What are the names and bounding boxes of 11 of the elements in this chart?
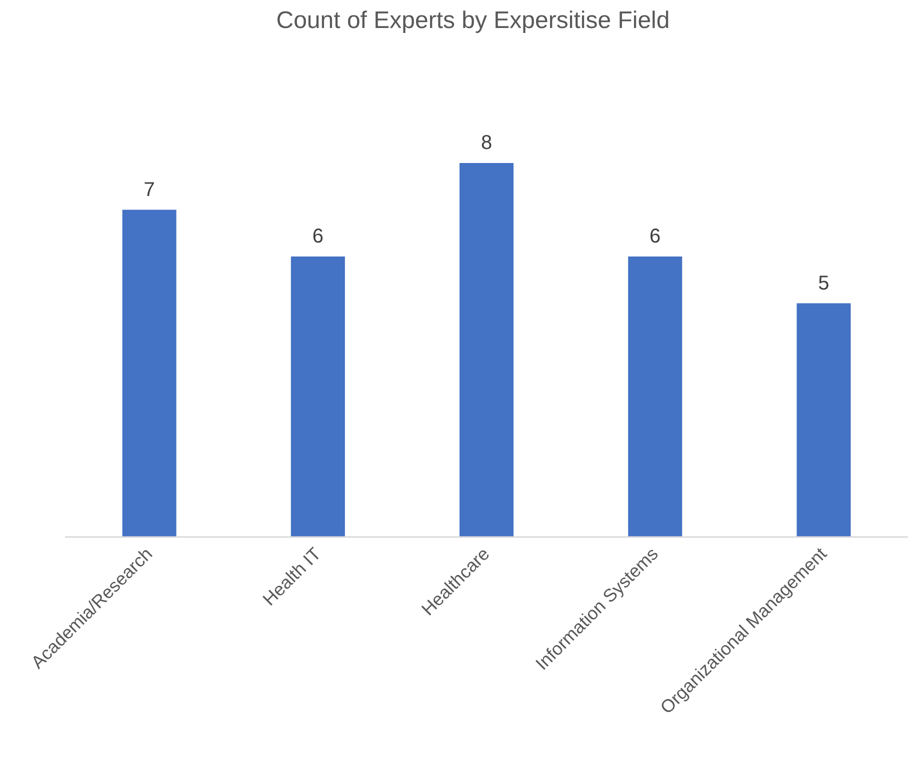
chart-title: Count of Experts by Expersitise Field (275, 7, 671, 36)
data-label: 5 (818, 272, 830, 294)
bar (796, 303, 851, 537)
bar (122, 210, 176, 537)
bar (460, 163, 514, 537)
data-label: 8 (480, 132, 492, 154)
data-label: 6 (650, 226, 661, 248)
data-label: 6 (312, 226, 324, 248)
data-label: 7 (144, 178, 155, 201)
bar (628, 256, 682, 537)
bar (290, 256, 345, 537)
